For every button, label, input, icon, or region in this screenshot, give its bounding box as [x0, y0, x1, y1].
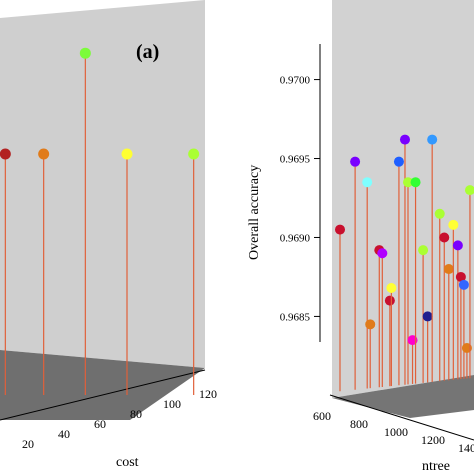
panel-b-y-tick: 0.9700	[280, 75, 311, 87]
panel-a-x-axis	[0, 369, 206, 421]
panel-b-point	[455, 271, 466, 282]
panel-a-back-wall	[0, 0, 205, 368]
panel-b-x-axis	[329, 394, 474, 441]
panel-b-point	[464, 185, 474, 196]
panel-b-y-tick: 0.9695	[280, 154, 311, 166]
panel-b-point	[365, 319, 376, 330]
panel-a-tag: (a)	[136, 41, 159, 63]
panel-b-point	[393, 156, 404, 167]
panel-b-point	[443, 264, 454, 275]
panel-b-y-ticks: 0.9685 0.9690 0.9695 0.9700	[280, 75, 320, 323]
panel-a-point	[79, 47, 91, 59]
panel-a-point	[38, 148, 50, 160]
panel-a-x-tick: 80	[130, 407, 142, 421]
panel-b-point	[410, 177, 421, 188]
panel-b-point	[458, 279, 469, 290]
panel-b-point	[362, 177, 373, 188]
panel-a-x-ticks: 20 40 60 80 100 120	[22, 387, 217, 451]
panel-a-x-tick: 40	[58, 427, 70, 441]
panel-b-point	[422, 311, 433, 322]
panel-b-point	[399, 134, 410, 145]
panel-b-point	[403, 177, 413, 188]
panel-b-point	[418, 245, 429, 256]
panel-a-x-tick: 60	[94, 417, 106, 431]
panel-a-point	[188, 148, 200, 160]
panel-b: 0.9685 0.9690 0.9695 0.9700 600 800 1000 1200 1…	[247, 0, 474, 474]
panel-b-x-tick: 600	[313, 409, 331, 423]
panel-b-floor	[332, 375, 474, 418]
panel-b-point	[439, 232, 450, 243]
panel-b-point	[448, 219, 459, 230]
panel-b-x-ticks: 600 800 1000 1200 1400	[313, 409, 474, 455]
panel-b-y-label: Overall accuracy	[247, 165, 262, 260]
panel-a-point	[0, 148, 11, 160]
panel-b-points	[335, 134, 474, 392]
panel-b-y-tick: 0.9690	[280, 232, 311, 244]
panel-b-x-tick: 1400	[458, 441, 474, 455]
panel-b-point	[350, 156, 361, 167]
panel-a-points	[0, 47, 200, 395]
panel-b-point	[386, 283, 397, 293]
panel-a-x-tick: 100	[163, 397, 181, 411]
panel-b-point	[384, 295, 395, 306]
panel-a-floor	[0, 350, 205, 420]
panel-b-point	[377, 248, 388, 259]
panel-a-x-tick: 120	[199, 387, 217, 401]
panel-b-x-tick: 1000	[384, 425, 408, 439]
panel-b-point	[452, 240, 463, 251]
panel-b-x-tick: 800	[350, 417, 368, 431]
panel-b-point	[335, 224, 345, 235]
panel-b-point	[427, 134, 438, 145]
panel-b-y-tick: 0.9685	[280, 311, 311, 323]
panel-b-back-wall	[332, 0, 474, 398]
panel-a: 20 40 60 80 100 120 (a) cost	[0, 0, 217, 470]
panel-b-x-tick: 1200	[421, 433, 445, 447]
panel-b-point	[434, 208, 445, 219]
panel-a-point	[121, 148, 133, 160]
panel-b-x-label: ntree	[422, 459, 450, 474]
panel-a-x-tick: 20	[22, 437, 34, 451]
panel-a-x-label: cost	[116, 455, 139, 470]
